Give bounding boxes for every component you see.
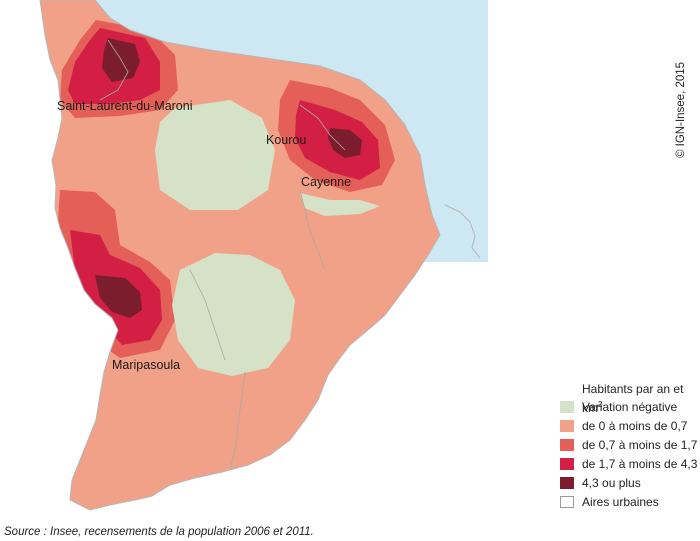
legend-item-urban-areas: Aires urbaines [560, 492, 700, 511]
source-note: Source : Insee, recensements de la popul… [4, 526, 314, 538]
legend-swatch-negative [560, 400, 574, 413]
density-zones [58, 20, 395, 376]
copyright-text: © IGN-Insee, 2015 [675, 61, 687, 158]
legend-label-class-1: de 0 à moins de 0,7 [582, 418, 688, 433]
urban-boundary-kourou [299, 104, 346, 151]
legend-label-negative: Variation négative [582, 399, 678, 414]
coast-detail-east [444, 204, 481, 259]
commune-boundary-center [189, 269, 226, 361]
legend-swatch-class-2 [560, 438, 574, 451]
commune-boundary-east [299, 189, 326, 271]
legend-label-class-3: de 1,7 à moins de 4,3 [582, 456, 698, 471]
legend-swatch-class-4 [560, 476, 574, 489]
urban-area-boundaries [99, 39, 346, 471]
legend-swatch-urban-areas [560, 495, 574, 508]
legend-item-negative: Variation négative [560, 397, 700, 416]
legend-title-text: Habitants par an et km [582, 382, 684, 415]
legend-swatch-class-1 [560, 419, 574, 432]
legend-item-class-3: de 1,7 à moins de 4,3 [560, 454, 700, 473]
legend-title: Habitants par an et km2 [582, 381, 700, 415]
copyright-notice: © IGN-Insee, 2015 [672, 8, 694, 158]
city-label-cayenne: Cayenne [301, 175, 351, 189]
legend: Habitants par an et km2 Variation négati… [560, 381, 700, 511]
legend-item-class-1: de 0 à moins de 0,7 [560, 416, 700, 435]
legend-label-class-2: de 0,7 à moins de 1,7 [582, 437, 698, 452]
zone-negative-center-south [172, 253, 295, 376]
zone-w-very-high [95, 275, 142, 318]
legend-title-exponent: 2 [598, 400, 603, 409]
zone-negative-center-north [155, 100, 275, 210]
legend-label-class-4: 4,3 ou plus [582, 475, 641, 490]
city-label-maripasoula: Maripasoula [112, 358, 180, 372]
legend-label-urban-areas: Aires urbaines [582, 494, 659, 509]
city-label-kourou: Kourou [266, 133, 306, 147]
neighbour-land-left [0, 0, 118, 500]
legend-item-class-2: de 0,7 à moins de 1,7 [560, 435, 700, 454]
zone-negative-cayenne [300, 193, 380, 216]
zone-coast-very-high [328, 128, 362, 158]
commune-boundary-south [229, 371, 246, 471]
city-label-saint-laurent: Saint-Laurent-du-Maroni [57, 99, 193, 113]
legend-item-class-4: 4,3 ou plus [560, 473, 700, 492]
urban-boundary-nw [99, 39, 129, 101]
legend-swatch-class-3 [560, 457, 574, 470]
guyane-outline [39, 0, 441, 511]
